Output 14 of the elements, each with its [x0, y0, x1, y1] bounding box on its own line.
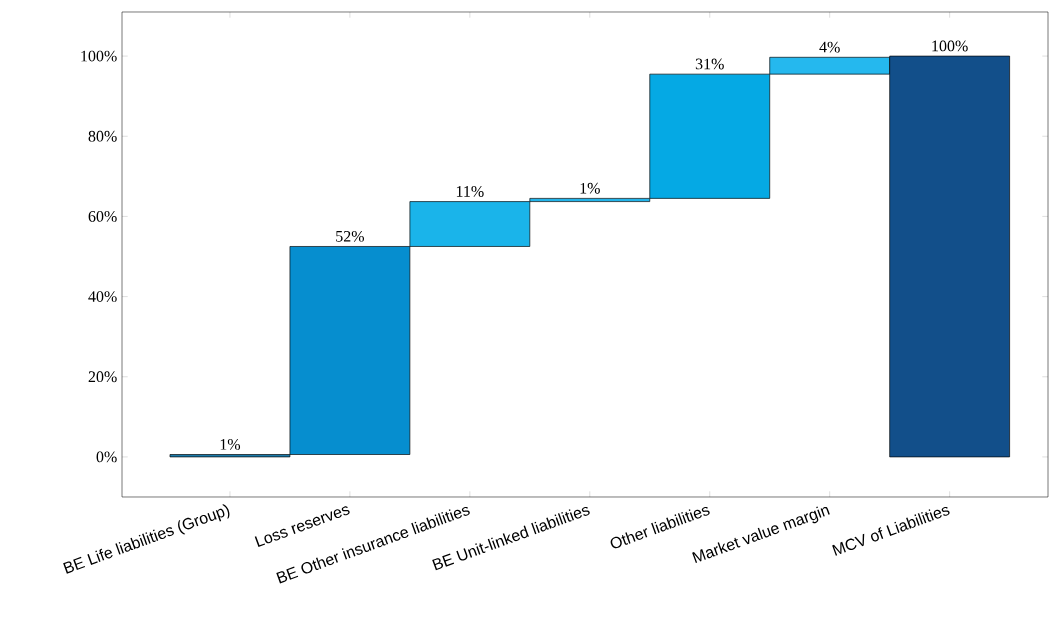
data-label: 100%: [932, 40, 968, 52]
y-tick-label: 0%: [96, 451, 117, 463]
data-label: 1%: [220, 438, 241, 450]
data-label: 11%: [456, 186, 484, 197]
x-tick-label: Other liabilities: [610, 506, 710, 549]
y-tick-label: 20%: [88, 371, 117, 383]
y-tick-label: 80%: [88, 130, 117, 142]
data-label: 52%: [336, 230, 365, 242]
data-label: 4%: [819, 41, 840, 53]
data-label: 31%: [695, 58, 724, 70]
y-tick-label: 40%: [88, 291, 117, 303]
y-tick-label: 60%: [88, 210, 117, 222]
data-label: 1%: [580, 182, 600, 194]
y-tick-label: 100%: [81, 50, 117, 62]
